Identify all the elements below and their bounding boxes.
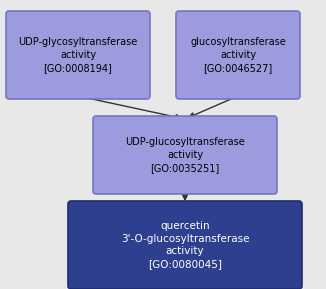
Text: UDP-glycosyltransferase
activity
[GO:0008194]: UDP-glycosyltransferase activity [GO:000… <box>18 37 138 73</box>
Text: quercetin
3'-O-glucosyltransferase
activity
[GO:0080045]: quercetin 3'-O-glucosyltransferase activ… <box>121 221 249 269</box>
Text: UDP-glucosyltransferase
activity
[GO:0035251]: UDP-glucosyltransferase activity [GO:003… <box>125 137 245 173</box>
FancyBboxPatch shape <box>68 201 302 289</box>
FancyBboxPatch shape <box>93 116 277 194</box>
Text: glucosyltransferase
activity
[GO:0046527]: glucosyltransferase activity [GO:0046527… <box>190 37 286 73</box>
FancyBboxPatch shape <box>6 11 150 99</box>
FancyBboxPatch shape <box>176 11 300 99</box>
